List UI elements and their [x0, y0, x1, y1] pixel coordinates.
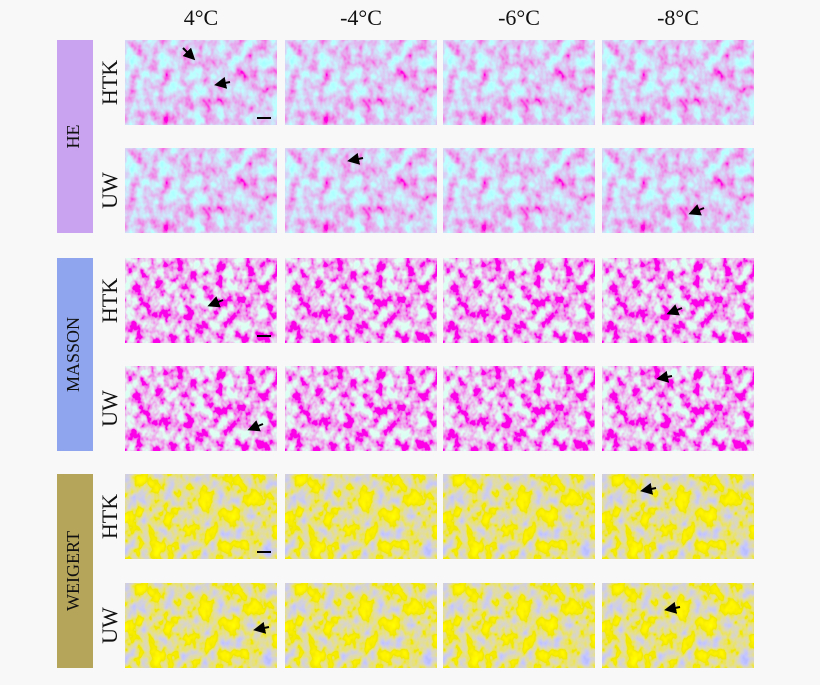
tissue-image	[443, 148, 595, 233]
row-label: HTK	[97, 494, 122, 539]
micrograph	[602, 148, 754, 233]
micrograph	[443, 474, 595, 559]
micrograph	[285, 258, 437, 343]
column-header: -8°C	[657, 5, 699, 30]
tissue-image	[602, 40, 754, 125]
micrograph	[125, 474, 277, 559]
arrow	[640, 482, 657, 495]
tissue-image	[443, 40, 595, 125]
micrograph	[443, 583, 595, 668]
tissue-image	[602, 474, 754, 559]
micrograph	[125, 40, 277, 125]
micrograph	[125, 366, 277, 451]
micrograph	[285, 366, 437, 451]
tissue-image	[125, 40, 277, 125]
micrograph	[602, 40, 754, 125]
tissue-image	[285, 258, 437, 343]
stain-label-box	[57, 40, 93, 233]
micrograph	[602, 474, 754, 559]
tissue-image	[602, 148, 754, 233]
stain-label-box	[57, 258, 93, 451]
arrow	[666, 304, 683, 316]
micrograph	[443, 40, 595, 125]
tissue-image	[285, 583, 437, 668]
micrograph	[285, 583, 437, 668]
tissue-image	[602, 583, 754, 668]
micrograph	[602, 258, 754, 343]
tissue-image	[443, 258, 595, 343]
micrograph	[125, 148, 277, 233]
arrow	[182, 47, 196, 61]
micrograph	[443, 366, 595, 451]
tissue-image	[125, 258, 277, 343]
row-label: HTK	[97, 60, 122, 105]
tissue-image	[285, 148, 437, 233]
micrograph	[602, 583, 754, 668]
arrow	[664, 601, 681, 614]
tissue-image	[285, 366, 437, 451]
tissue-image	[443, 583, 595, 668]
micrograph	[285, 40, 437, 125]
tissue-image	[602, 258, 754, 343]
arrow	[656, 370, 673, 383]
tissue-image	[443, 366, 595, 451]
column-header: 4°C	[184, 5, 218, 30]
tissue-image	[125, 474, 277, 559]
micrograph	[602, 366, 754, 451]
row-label: UW	[97, 607, 122, 644]
scale-bar	[257, 335, 271, 337]
stain-label: MASSON	[63, 317, 83, 392]
scale-bar	[257, 117, 271, 119]
micrograph	[443, 258, 595, 343]
arrow	[347, 152, 364, 165]
arrow	[214, 76, 231, 89]
arrow	[688, 204, 705, 216]
tissue-image	[285, 474, 437, 559]
scale-bar	[257, 551, 271, 553]
micrograph	[285, 148, 437, 233]
arrow	[247, 420, 264, 432]
tissue-image	[285, 40, 437, 125]
tissue-image	[602, 366, 754, 451]
row-label: UW	[97, 390, 122, 427]
stain-label: WEIGERT	[63, 531, 83, 611]
micrograph	[125, 258, 277, 343]
tissue-image	[125, 148, 277, 233]
micrograph	[443, 148, 595, 233]
tissue-image	[443, 474, 595, 559]
row-label: HTK	[97, 278, 122, 323]
arrow	[207, 296, 224, 308]
tissue-image	[125, 366, 277, 451]
column-header: -4°C	[340, 5, 382, 30]
row-label: UW	[97, 172, 122, 209]
micrograph	[125, 583, 277, 668]
stain-label-box	[57, 474, 93, 668]
column-header: -6°C	[498, 5, 540, 30]
arrow	[253, 621, 270, 634]
tissue-image	[125, 583, 277, 668]
stain-label: HE	[63, 125, 83, 149]
micrograph	[285, 474, 437, 559]
